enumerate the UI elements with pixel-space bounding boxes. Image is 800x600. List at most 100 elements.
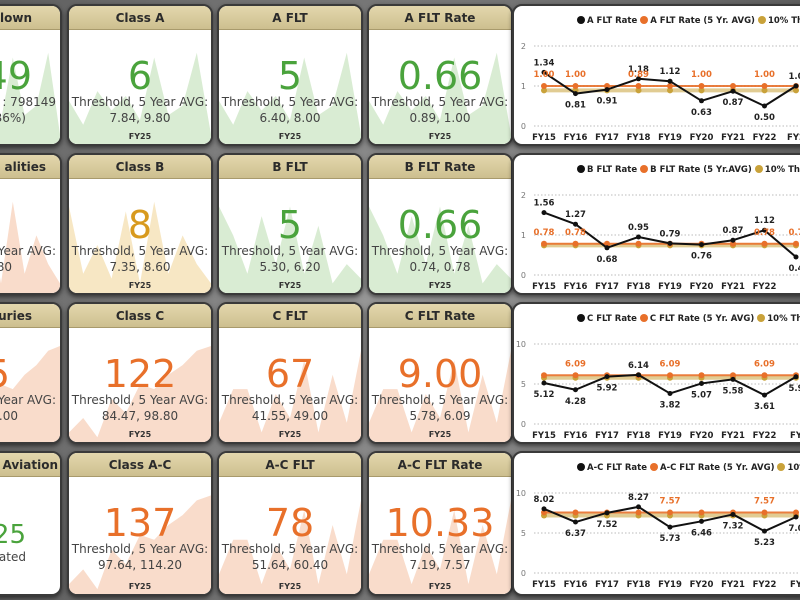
data-label-avg: 1.00	[534, 70, 555, 80]
sparkline-area	[69, 345, 211, 442]
threshold-values: 7.84, 9.80	[109, 111, 171, 125]
x-tick-label: FY21	[721, 431, 745, 441]
data-label-avg: 1.00	[754, 70, 775, 80]
data-point	[730, 511, 736, 517]
data-point	[667, 524, 673, 530]
period-label: FY25	[278, 132, 302, 141]
x-tick-label: FY17	[595, 282, 619, 292]
legend-label: A FLT Rate	[587, 16, 638, 26]
legend-label: 10% Thresh	[767, 16, 800, 26]
card-value: 9.00	[397, 352, 483, 396]
card-value: 0.66	[397, 203, 483, 247]
data-point	[761, 83, 768, 89]
x-tick-label: FY2	[787, 133, 800, 143]
legend-label: C FLT Rate	[587, 314, 637, 324]
threshold-values: 84.47, 98.80	[101, 409, 179, 423]
legend-marker	[754, 165, 763, 173]
legend-marker	[757, 314, 766, 322]
data-label-rate: 0.81	[565, 101, 586, 111]
card-title: A FLT	[219, 6, 361, 30]
data-point	[541, 240, 547, 247]
data-point	[793, 254, 799, 260]
kpi-card: Class A-C 137 Threshold, 5 Year AVG: 97.…	[67, 451, 213, 596]
data-label-rate: 1.56	[534, 199, 555, 209]
data-point	[761, 509, 768, 516]
data-point	[698, 372, 705, 379]
data-label-rate: 0.95	[628, 223, 649, 233]
threshold-label: Threshold, 5 Year AVG:	[371, 393, 509, 407]
x-tick-label: FY	[790, 431, 800, 441]
y-tick-label: 5	[521, 380, 526, 389]
data-label-rate: 0.76	[691, 252, 712, 262]
data-point	[572, 372, 579, 379]
left-card-aviation: Aviation /25 dated	[0, 451, 62, 596]
card-title: B FLT	[219, 155, 361, 179]
period-label: FY25	[428, 281, 452, 290]
x-tick-label: FY16	[564, 282, 588, 292]
sparkline-area	[69, 495, 211, 594]
data-label-avg: 6.09	[565, 359, 586, 369]
data-label-avg: 0.78	[534, 228, 555, 238]
chart-b-flt-rate: B FLT Rate B FLT Rate (5 Yr.AVG) 10% Thres…	[512, 153, 800, 295]
threshold-values: 7.19, 7.57	[409, 558, 471, 572]
sparkline-area	[69, 201, 211, 293]
data-label-rate: 0.68	[597, 255, 618, 265]
data-label-rate: 5.92	[597, 384, 618, 394]
threshold-values: 0.74, 0.78	[409, 260, 471, 274]
data-point	[761, 87, 768, 94]
data-point	[636, 76, 641, 82]
kpi-card: C FLT 67 Threshold, 5 Year AVG: 41.55, 4…	[217, 302, 363, 444]
data-label-avg: 0.89	[628, 70, 649, 80]
x-tick-label: FY22	[753, 431, 777, 441]
data-point	[793, 83, 799, 89]
sparkline	[369, 478, 511, 594]
line-chart: 0 1 2 FY15 FY16 FY17 FY18 FY19 FY20 FY21 FY22 1.56 1…	[521, 191, 800, 292]
card-value: 349	[0, 54, 32, 98]
legend-label: 10% Thre	[787, 463, 800, 473]
data-point	[572, 83, 579, 89]
data-point	[572, 240, 579, 247]
threshold-values: 51.64, 60.40	[251, 558, 329, 572]
x-tick-label: FY18	[627, 431, 651, 441]
period-label: FY25	[128, 582, 152, 591]
threshold-values: 0.89, 1.00	[409, 111, 471, 125]
card-value: /25	[0, 520, 26, 550]
sparkline-area	[0, 201, 60, 293]
card-title: A-C FLT	[219, 453, 361, 477]
line-chart: 0 5 10 FY15 FY16 FY17 FY18 FY19 FY20 FY21 FY22 FY 8.…	[516, 489, 800, 590]
x-tick-label: FY20	[690, 282, 714, 292]
data-label-avg: 1.00	[691, 70, 712, 80]
data-label-rate: 1.0	[788, 72, 800, 82]
card-value: 6	[127, 54, 153, 98]
x-tick-label: FY20	[690, 133, 714, 143]
data-label-rate: 5.73	[660, 534, 681, 544]
data-label-avg: 7.57	[660, 496, 681, 506]
kpi-card: Class A 6 Threshold, 5 Year AVG: 7.84, 9…	[67, 4, 213, 146]
sparkline	[69, 180, 211, 293]
data-label-rate: 3.61	[754, 402, 775, 412]
period-label: FY25	[278, 582, 302, 591]
card-subtext-2: 8.00	[0, 409, 18, 423]
data-point	[761, 372, 768, 379]
data-label-rate: 5.23	[754, 538, 775, 548]
data-label-rate: 6.37	[565, 529, 586, 539]
data-point	[761, 240, 768, 247]
sparkline-area	[369, 500, 511, 594]
threshold-label: Threshold, 5 Year AVG:	[221, 542, 359, 556]
data-label-rate: 0.87	[723, 226, 744, 236]
y-tick-label: 2	[521, 191, 526, 200]
data-label-rate: 0.87	[723, 98, 744, 108]
card-title: Class C	[69, 304, 211, 328]
legend-marker	[639, 314, 648, 322]
legend-label: 10% Thresh	[764, 165, 800, 175]
data-label-rate: 5.58	[723, 386, 744, 396]
data-point	[635, 509, 642, 516]
data-label-avg: 0.78	[754, 228, 775, 238]
line-chart: 0 5 10 FY15 FY16 FY17 FY18 FY19 FY20 FY21 FY22 FY 5.…	[516, 340, 800, 441]
data-label-rate: 0.91	[597, 97, 618, 107]
chart-a-c-flt-rate: A-C FLT Rate A-C FLT Rate (5 Yr. AVG) 10% …	[512, 451, 800, 596]
x-tick-label: FY22	[753, 282, 777, 292]
data-point	[793, 240, 799, 247]
x-tick-label: FY18	[627, 282, 651, 292]
data-point	[667, 509, 673, 516]
